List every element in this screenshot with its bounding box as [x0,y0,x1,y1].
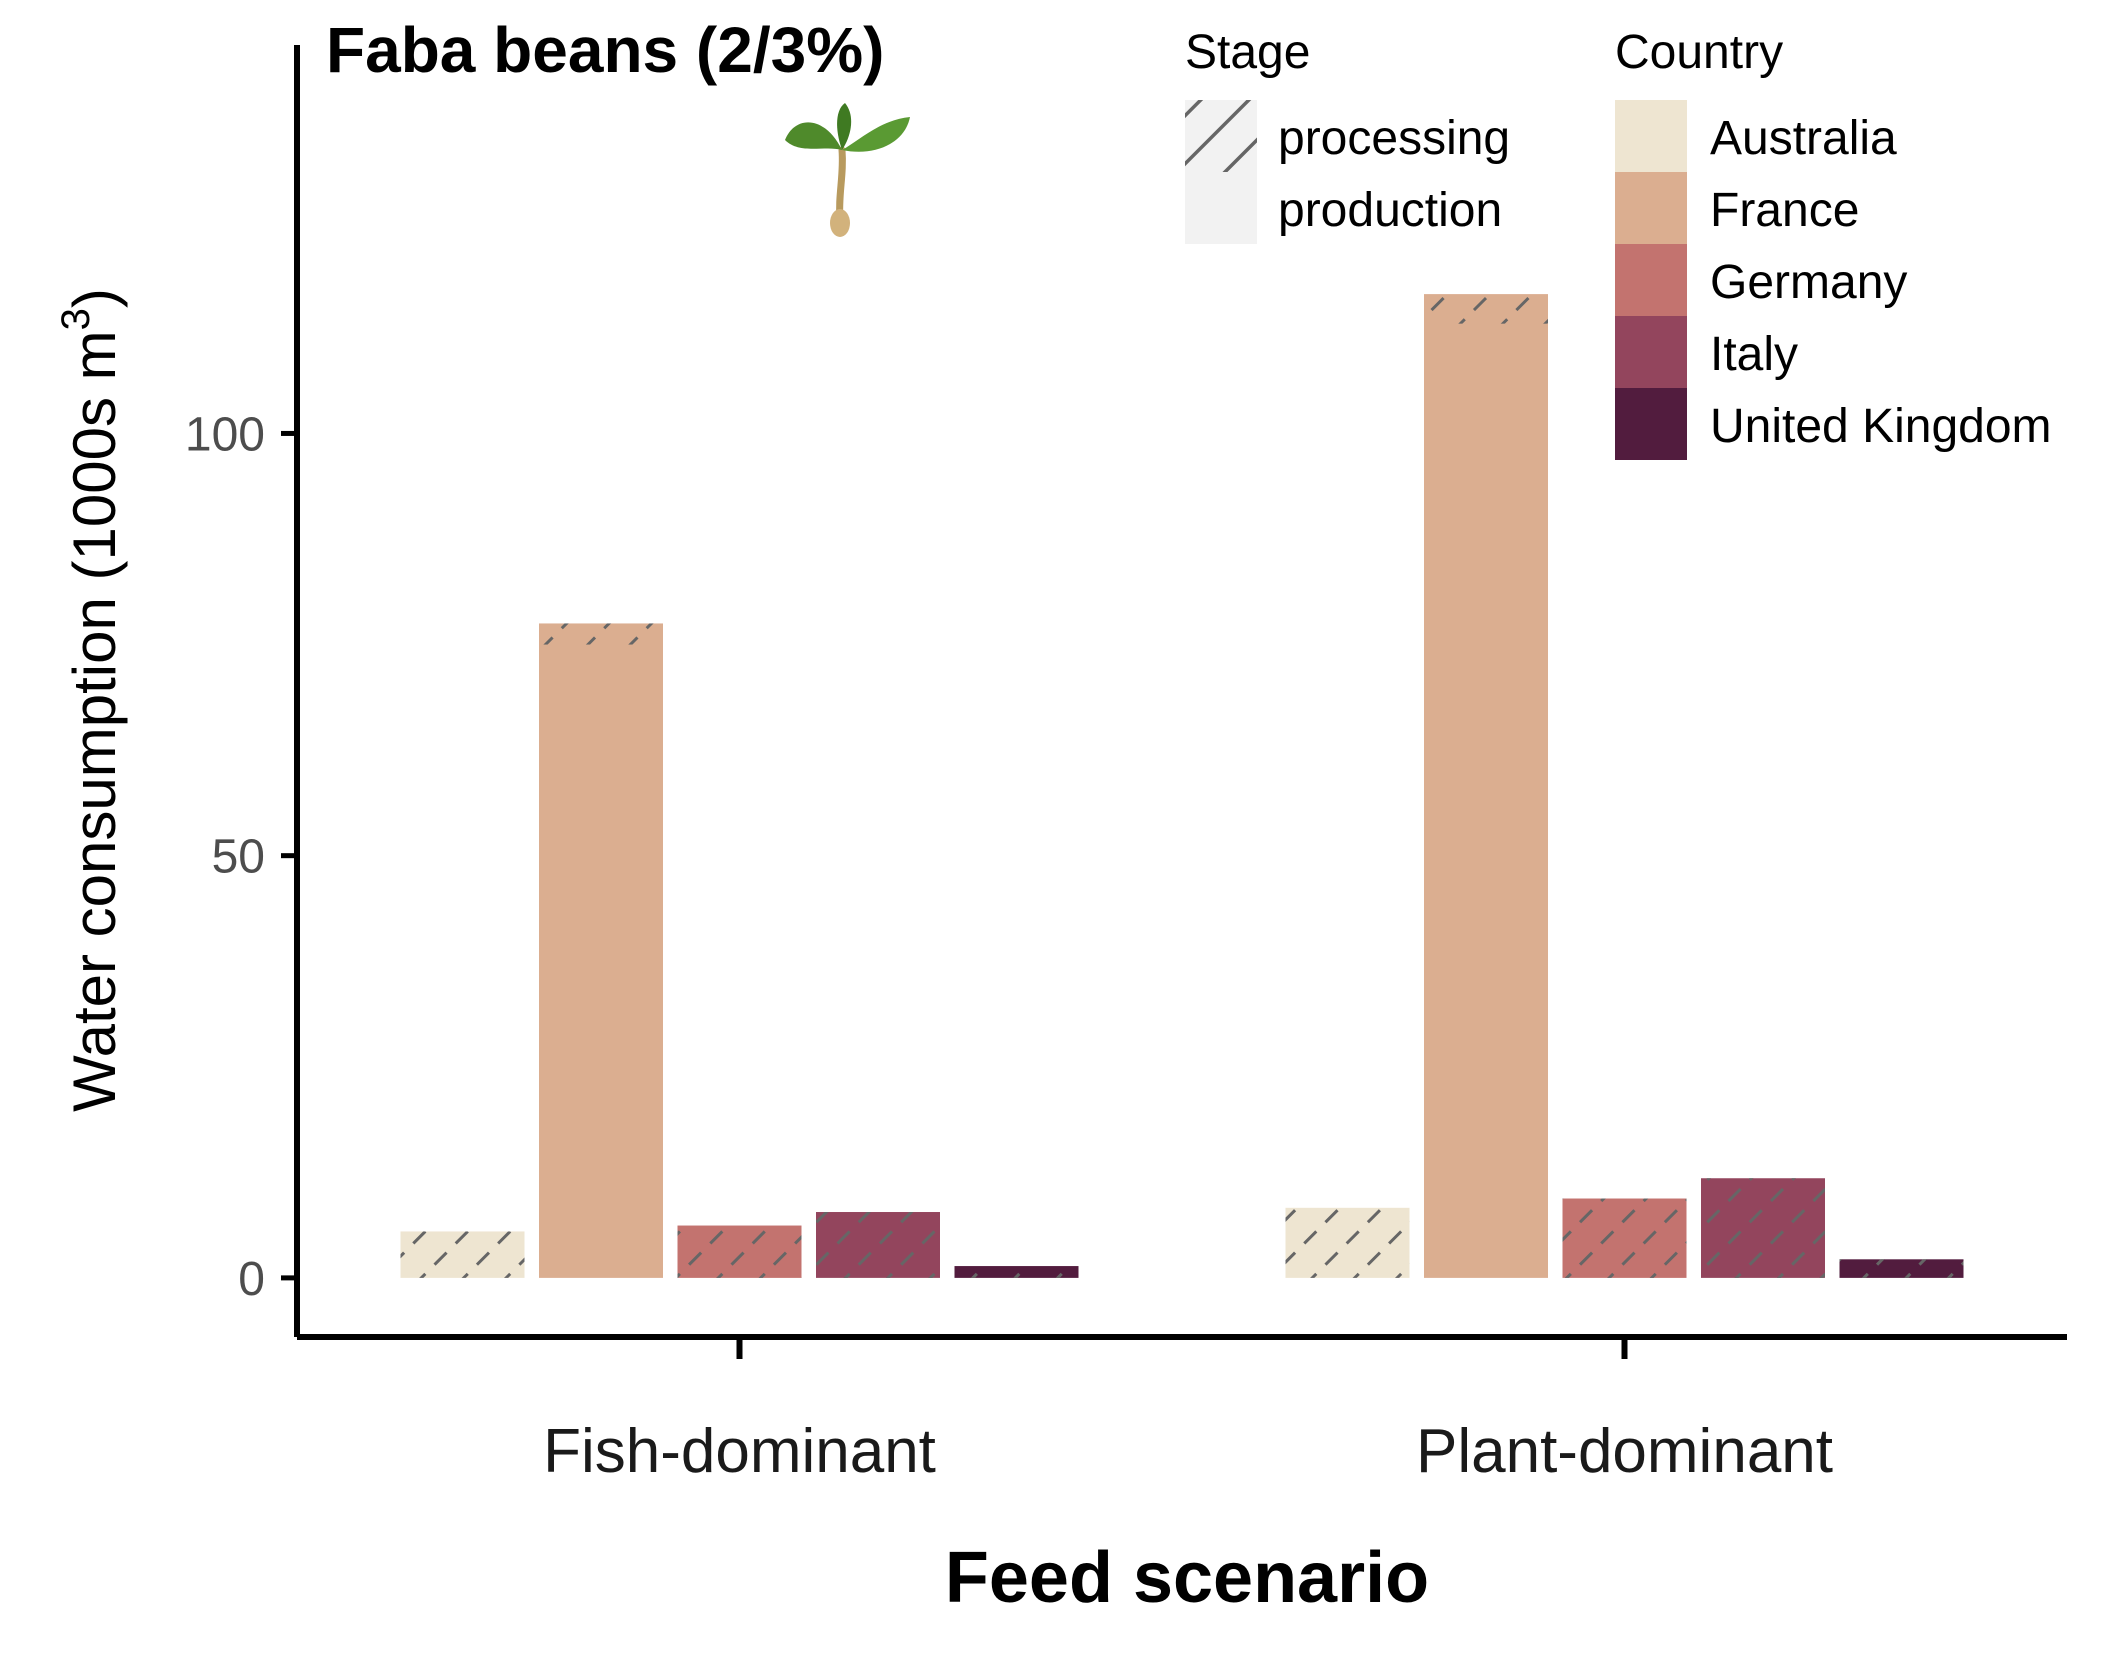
legend-key-processing-hatch [1185,100,1257,172]
bar-processing-hatch [1562,1198,1687,1278]
bar-processing-hatch [954,1266,1079,1278]
legend-label-country: Australia [1710,112,1897,165]
bar-france-fish-dominant [539,623,663,1278]
legend-key-italy [1615,316,1687,388]
sprout-icon [785,103,910,237]
bar-processing-hatch [677,1225,802,1278]
bars-group [400,294,1964,1278]
y-tick-label: 0 [238,1253,265,1306]
legend-label-processing: processing [1278,112,1510,165]
chart-title: Faba beans (2/3%) [326,14,884,86]
bar-france-plant-dominant [1424,294,1548,1278]
legend-key-production [1185,172,1257,244]
bar-processing-hatch [1701,1178,1825,1278]
bar-processing-hatch [1424,294,1548,324]
y-tick-label: 100 [185,408,265,461]
country-legend: Country Australia France Germany Italy Unite… [1615,26,2052,460]
x-axis-title: Feed scenario [945,1538,1429,1618]
bar-processing-hatch [539,623,663,645]
stage-legend-title: Stage [1185,26,1310,79]
legend-key-australia [1615,100,1687,172]
legend-key-germany [1615,244,1687,316]
y-axis-title: Water consumption (1000s m3) [54,288,128,1112]
legend-label-country: Germany [1710,256,1907,309]
legend-label-country: Italy [1710,328,1798,381]
stage-legend: Stage processing production [1185,26,1510,244]
y-axis-ticks: 0 50 100 [185,408,297,1306]
x-axis-ticks: Fish-dominant Plant-dominant [543,1337,1833,1486]
legend-key-united-kingdom [1615,388,1687,460]
legend-label-production: production [1278,184,1502,237]
legend-label-country: United Kingdom [1710,400,2052,453]
legend-label-country: France [1710,184,1859,237]
legend-key-france [1615,172,1687,244]
x-tick-label: Plant-dominant [1416,1417,1833,1486]
x-tick-label: Fish-dominant [543,1417,936,1486]
country-legend-title: Country [1615,26,1783,79]
bar-processing-hatch [1839,1259,1964,1278]
bar-processing-hatch [1285,1207,1410,1278]
bar-processing-hatch [400,1231,525,1278]
y-tick-label: 50 [212,831,265,884]
bar-processing-hatch [816,1212,940,1278]
